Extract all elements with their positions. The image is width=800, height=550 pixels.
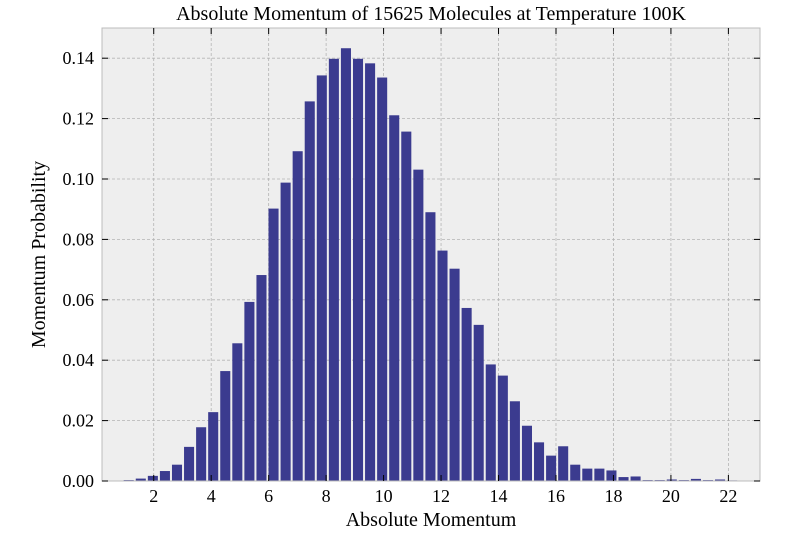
bar (232, 343, 243, 481)
bar (244, 301, 255, 481)
bar (377, 77, 388, 481)
bar (352, 58, 364, 481)
bar (437, 250, 448, 481)
y-tick-label: 0.14 (63, 48, 95, 68)
bar (256, 275, 267, 481)
bar (425, 212, 436, 481)
bar (340, 48, 351, 481)
y-tick-label: 0.08 (63, 229, 95, 249)
bar (570, 464, 581, 481)
bar (606, 470, 617, 481)
x-axis: 2 4 6 8 10 12 14 16 18 20 22 (149, 28, 737, 506)
x-tick-label: 12 (432, 486, 450, 506)
bar (485, 364, 496, 481)
bar (196, 427, 207, 481)
bar (449, 268, 460, 481)
bar (316, 75, 327, 481)
bar (147, 475, 158, 481)
y-tick-label: 0.12 (63, 109, 95, 129)
bar (389, 115, 400, 481)
x-tick-label: 16 (547, 486, 565, 506)
bar (159, 471, 170, 481)
x-tick-label: 18 (604, 486, 622, 506)
bar (401, 131, 412, 481)
x-tick-label: 10 (375, 486, 393, 506)
bar (509, 401, 520, 481)
bar (304, 101, 315, 482)
bar (582, 468, 593, 481)
y-tick-label: 0.10 (63, 169, 95, 189)
bar (461, 307, 472, 481)
bar (618, 477, 629, 481)
bar (208, 412, 219, 481)
bar (292, 151, 303, 481)
y-tick-label: 0.06 (63, 290, 95, 310)
bar (715, 479, 726, 481)
bar (546, 455, 557, 481)
bar (558, 446, 569, 481)
bar (268, 208, 279, 481)
x-tick-label: 8 (322, 486, 331, 506)
bars (123, 48, 738, 482)
bar (328, 58, 339, 481)
x-tick-label: 4 (207, 486, 216, 506)
y-tick-label: 0.02 (63, 411, 95, 431)
x-tick-label: 22 (719, 486, 737, 506)
bar (521, 425, 532, 481)
bar (413, 169, 424, 481)
bar (135, 478, 146, 481)
bar (666, 479, 677, 481)
chart-title: Absolute Momentum of 15625 Molecules at … (176, 3, 686, 25)
bar (630, 476, 641, 481)
bar (534, 442, 545, 481)
bar (184, 446, 195, 481)
bar (171, 464, 183, 481)
plot-frame (101, 27, 761, 482)
y-tick-label: 0.04 (63, 350, 95, 370)
x-tick-label: 14 (490, 486, 508, 506)
y-axis: 0.00 0.02 0.04 0.06 0.08 0.10 0.12 0.14 (63, 48, 760, 491)
x-axis-label: Absolute Momentum (346, 509, 517, 531)
bar (497, 375, 508, 481)
bar (280, 182, 291, 481)
x-tick-label: 2 (149, 486, 158, 506)
y-axis-label: Momentum Probability (28, 161, 50, 348)
bar (473, 324, 484, 481)
y-tick-label: 0.00 (63, 471, 95, 491)
bar (365, 63, 376, 482)
x-tick-label: 6 (264, 486, 273, 506)
bar (690, 478, 701, 481)
x-tick-label: 20 (662, 486, 680, 506)
bar (594, 468, 605, 481)
bar (220, 371, 231, 481)
